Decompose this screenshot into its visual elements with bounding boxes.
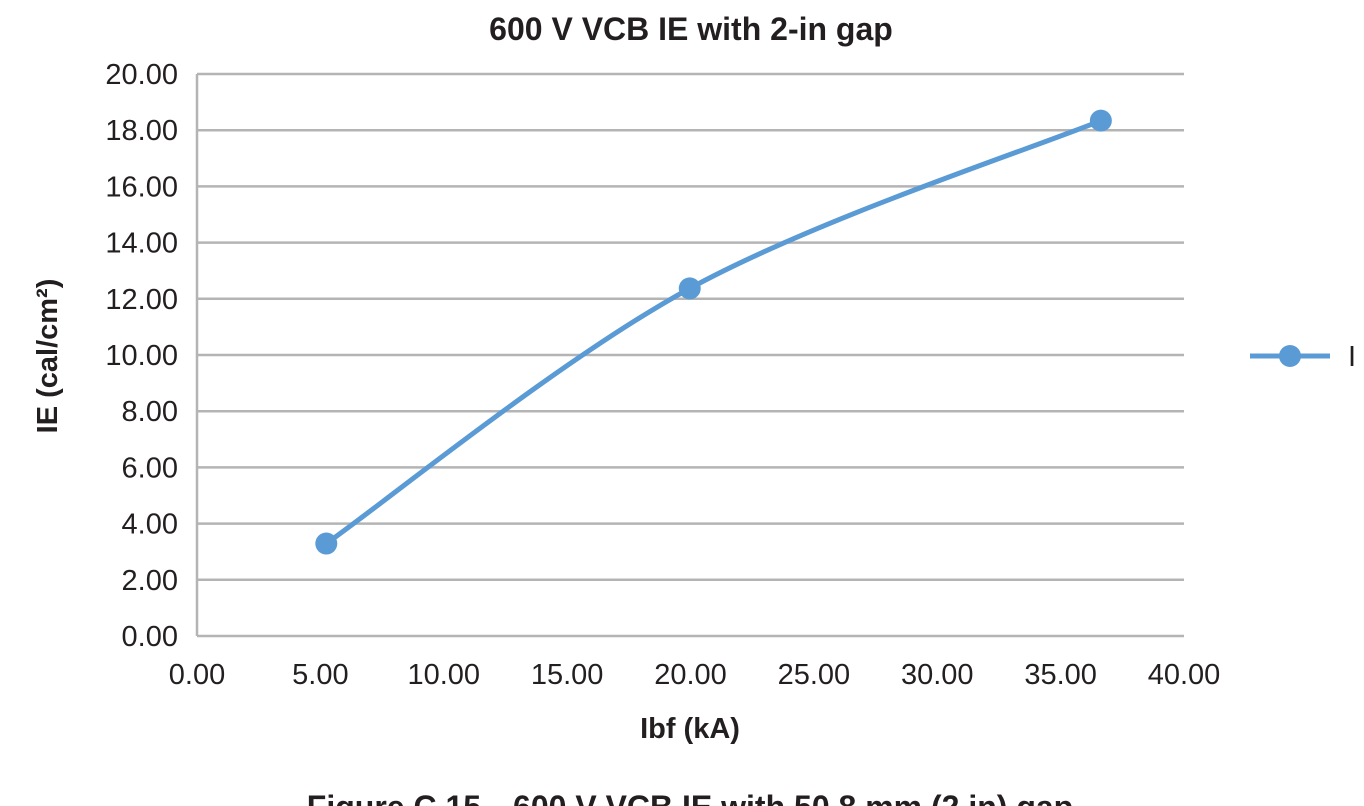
y-tick-label: 14.00 <box>105 228 178 260</box>
x-tick-label: 5.00 <box>292 659 348 691</box>
x-tick-label: 30.00 <box>901 659 974 691</box>
x-tick-label: 20.00 <box>654 659 727 691</box>
y-tick-label: 18.00 <box>105 115 178 147</box>
y-tick-label: 20.00 <box>105 59 178 91</box>
legend-marker-ie <box>1279 345 1301 367</box>
y-tick-labels: 0.00 2.00 4.00 6.00 8.00 10.00 12.00 14.00 16.00… <box>105 59 178 653</box>
y-tick-label: 4.00 <box>122 509 178 541</box>
legend: I <box>1250 341 1356 373</box>
x-tick-label: 40.00 <box>1148 659 1221 691</box>
chart-title: 600 V VCB IE with 2-in gap <box>489 11 893 47</box>
y-tick-label: 12.00 <box>105 284 178 316</box>
y-tick-label: 2.00 <box>122 565 178 597</box>
x-tick-label: 10.00 <box>407 659 480 691</box>
figure-caption: Figure C.15—600 V VCB IE with 50.8 mm (2… <box>307 789 1073 806</box>
data-point-ie <box>315 532 338 555</box>
data-point-ie <box>1089 109 1112 132</box>
y-tick-label: 16.00 <box>105 171 178 203</box>
x-tick-label: 25.00 <box>778 659 851 691</box>
x-tick-label: 35.00 <box>1024 659 1097 691</box>
y-tick-label: 6.00 <box>122 452 178 484</box>
x-tick-label: 0.00 <box>169 659 225 691</box>
y-tick-label: 10.00 <box>105 340 178 372</box>
series-ie <box>315 109 1112 555</box>
axes <box>195 74 1184 638</box>
legend-label-ie: I <box>1348 341 1356 373</box>
x-tick-label: 15.00 <box>531 659 604 691</box>
x-tick-labels: 0.00 5.00 10.00 15.00 20.00 25.00 30.00 35.00 40… <box>169 659 1221 691</box>
y-gridlines <box>197 72 1184 582</box>
data-point-ie <box>678 277 701 300</box>
y-tick-label: 8.00 <box>122 396 178 428</box>
y-axis-title: IE (cal/cm²) <box>32 279 64 434</box>
x-axis-title: Ibf (kA) <box>640 713 740 745</box>
series-line-ie <box>323 118 1104 547</box>
y-tick-label: 0.00 <box>122 621 178 653</box>
